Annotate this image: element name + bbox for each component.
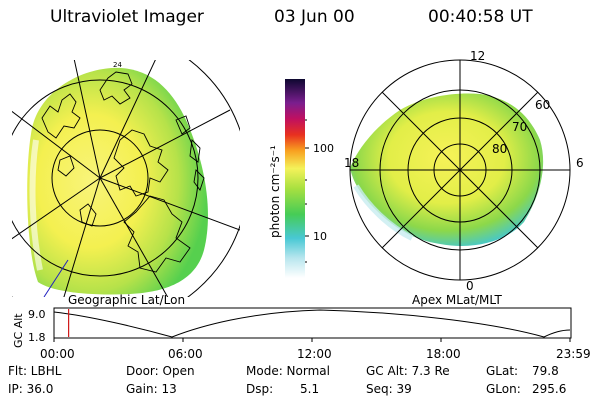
door-value: Door: Open (126, 364, 195, 378)
timeline-ylabel: GC Alt (12, 313, 25, 348)
mlat-label-70: 70 (512, 120, 527, 134)
timeline-xtick-2359: 23:59 (556, 347, 591, 361)
mlt-label-0: 0 (466, 279, 474, 293)
timeline-ytick-min: 1.8 (28, 331, 46, 344)
ip-value: IP: 36.0 (8, 382, 54, 396)
date-label: 03 Jun 00 (274, 7, 355, 27)
glon-value: 295.6 (532, 382, 567, 396)
colorbar-tick-10: 10 (313, 230, 327, 243)
meridian-lines (12, 60, 240, 297)
altitude-timeline (53, 307, 572, 342)
colorbar-tick-100: 100 (313, 142, 334, 155)
app-title: Ultraviolet Imager (50, 7, 204, 27)
glon-label: GLon: (486, 382, 521, 396)
mlt-label-12: 12 (470, 49, 485, 63)
colorbar-unit-label: photon cm⁻²s⁻¹ (268, 145, 282, 238)
grid-tick-label: 24 (113, 61, 122, 69)
timeline-xtick-1200: 12:00 (297, 347, 332, 361)
gain-value: Gain: 13 (126, 382, 177, 396)
mlat-label-80: 80 (492, 142, 507, 156)
timeline-ytick-max: 9.0 (28, 308, 46, 321)
timeline-xtick-1800: 18:00 (426, 347, 461, 361)
color-scale-bar (285, 79, 309, 278)
geographic-map (12, 60, 240, 297)
timeline-xtick-0600: 06:00 (168, 347, 203, 361)
timeline-xtick-0000: 00:00 (40, 347, 75, 361)
glat-value: 79.8 (532, 364, 559, 378)
glat-label: GLat: (486, 364, 519, 378)
seq-value: Seq: 39 (366, 382, 412, 396)
dsp-value: 5.1 (300, 382, 320, 396)
mlt-polar-plot (349, 59, 571, 281)
mlat-label-60: 60 (535, 98, 550, 112)
time-label: 00:40:58 UT (428, 7, 533, 27)
geo-panel-label: Geographic Lat/Lon (68, 293, 186, 307)
mlt-label-18: 18 (344, 156, 359, 170)
filter-value: Flt: LBHL (8, 364, 62, 378)
orbit-altitude-curve (53, 309, 571, 338)
mlt-label-6: 6 (576, 156, 584, 170)
dsp-label: Dsp: (246, 382, 274, 396)
mode-value: Mode: Normal (246, 364, 330, 378)
gc-alt-value: GC Alt: 7.3 Re (366, 364, 450, 378)
mlt-panel-label: Apex MLat/MLT (412, 293, 502, 307)
coastlines (41, 71, 205, 273)
